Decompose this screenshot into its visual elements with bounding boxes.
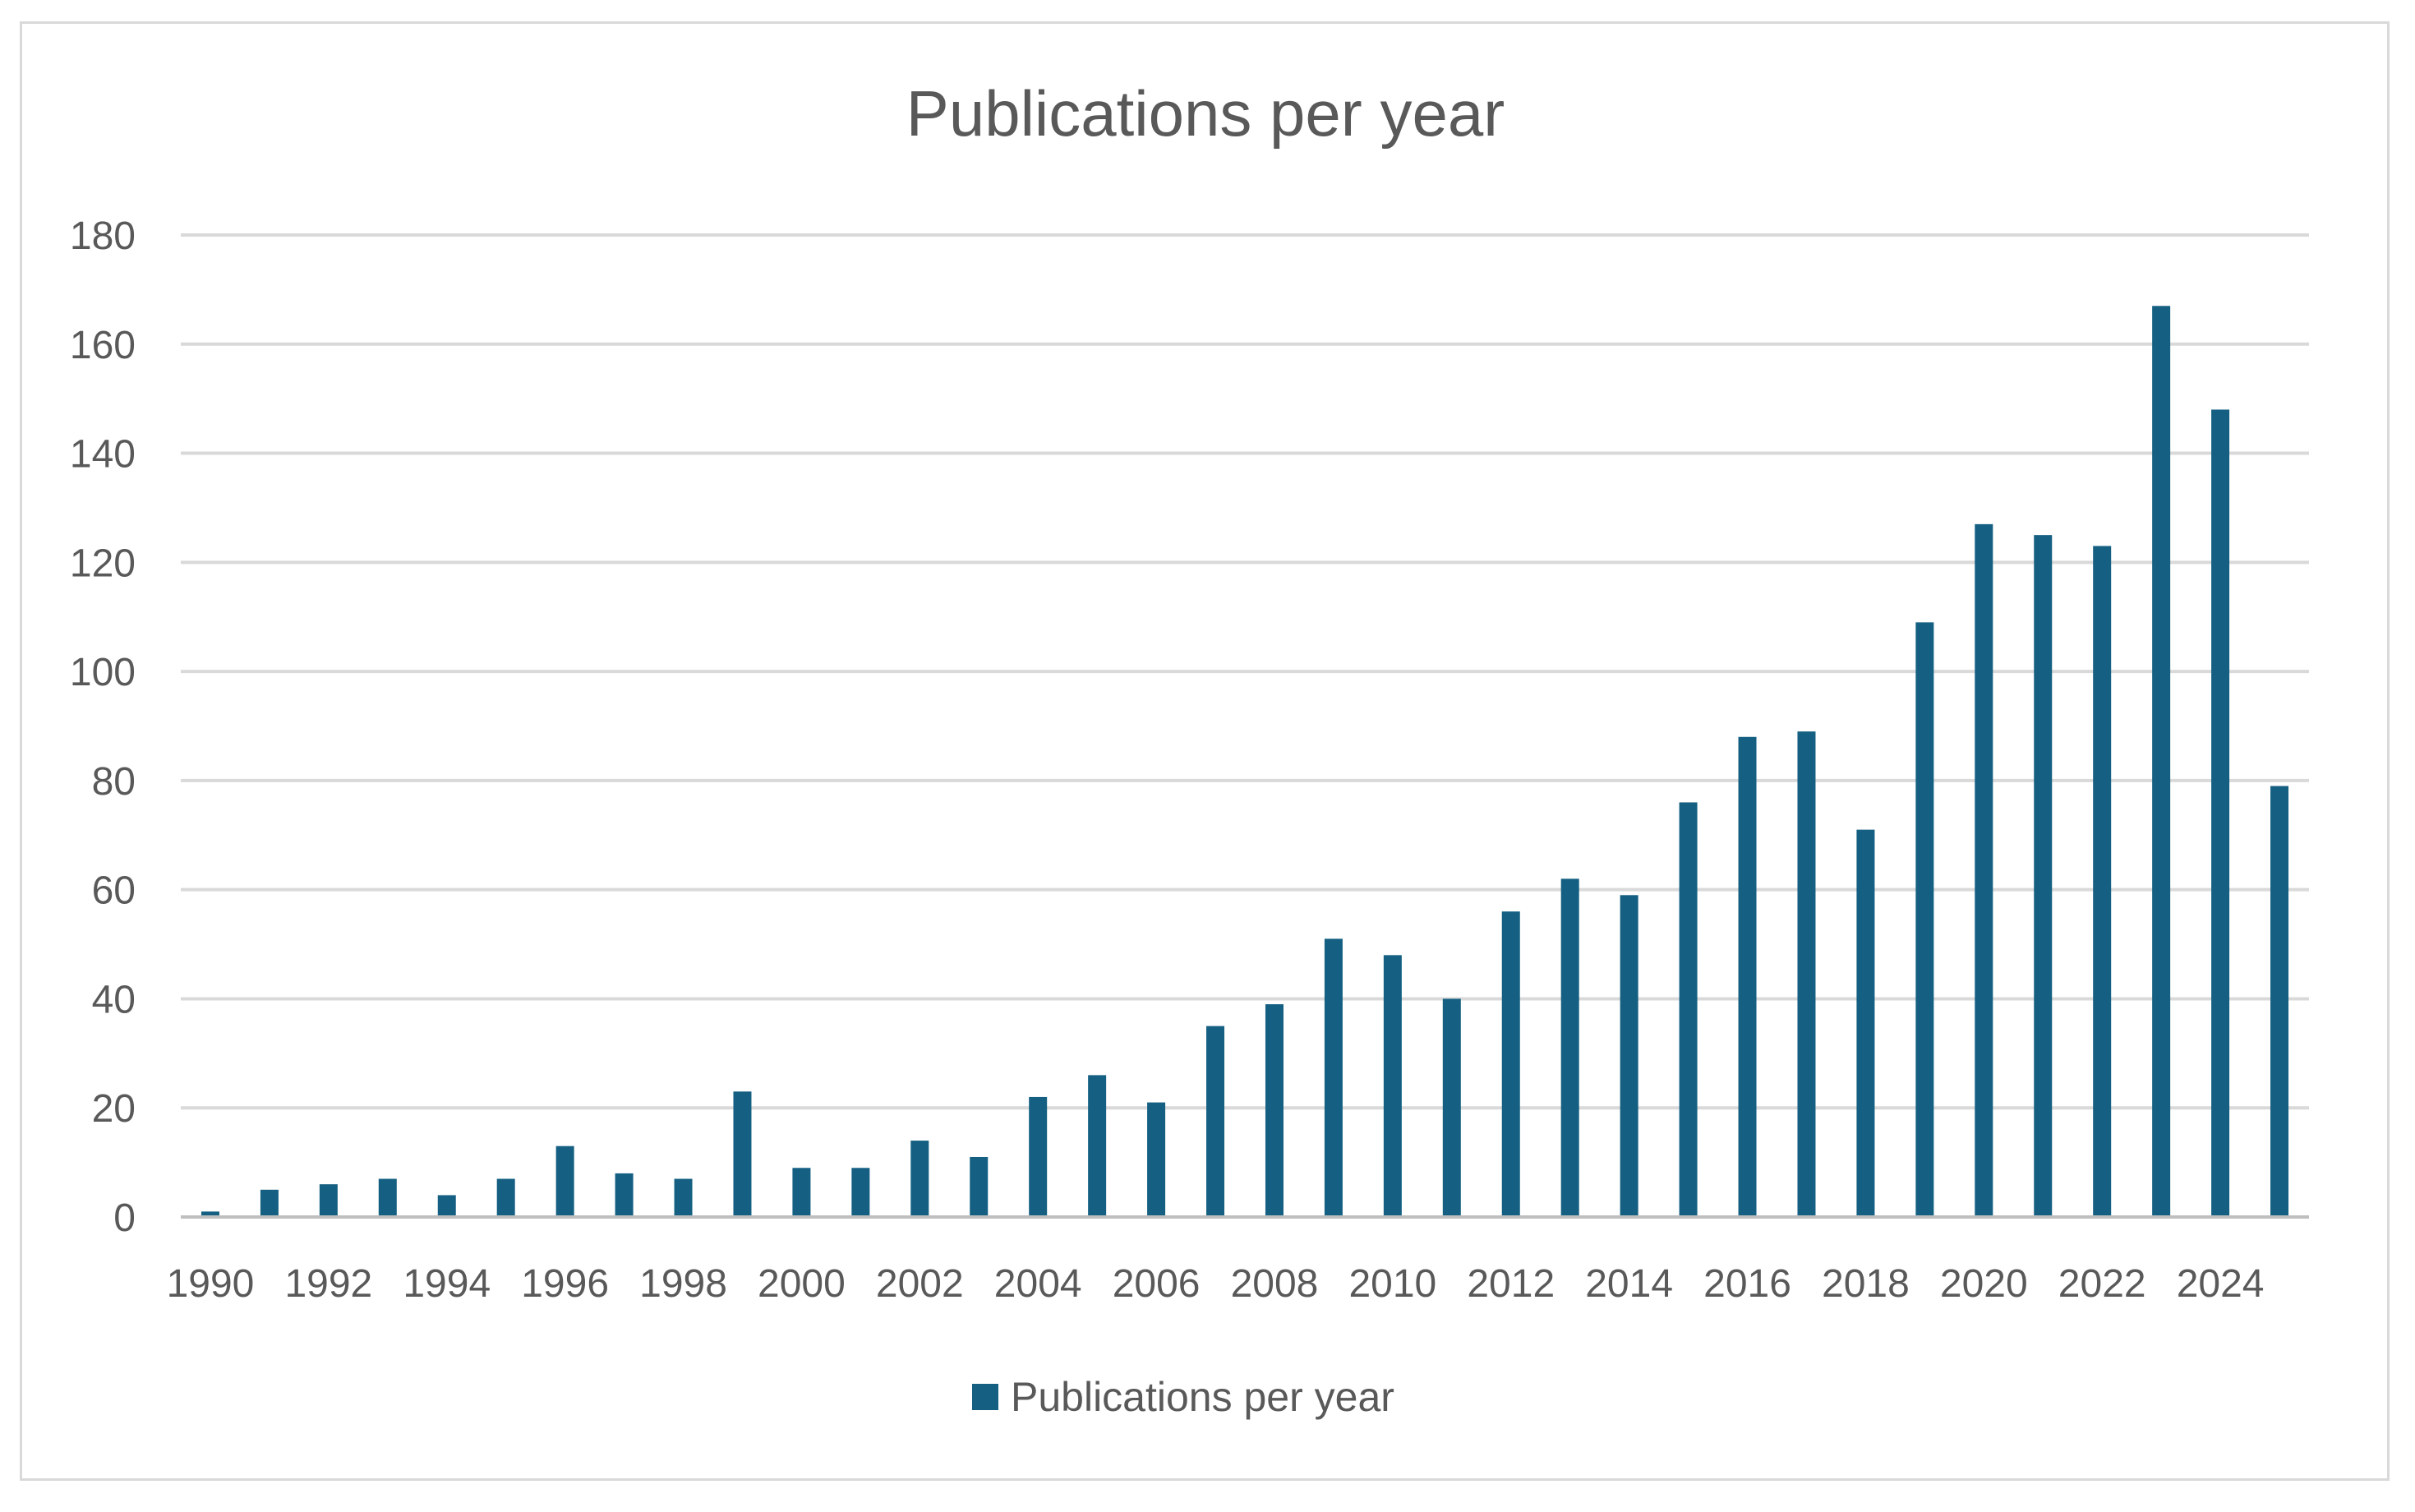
bar-2018: [1856, 829, 1875, 1217]
x-tick-label-1994: 1994: [403, 1262, 491, 1306]
x-tick-label-2008: 2008: [1231, 1262, 1319, 1306]
y-tick-label-80: 80: [92, 760, 136, 804]
bar-2011: [1442, 998, 1461, 1217]
bar-1998: [674, 1178, 693, 1217]
x-tick-label-2014: 2014: [1585, 1262, 1673, 1306]
bar-2017: [1797, 731, 1816, 1217]
x-tick-label-2020: 2020: [1940, 1262, 2028, 1306]
bar-2007: [1206, 1026, 1225, 1217]
y-axis-ticks: 0 20 40 60 80 100 120 140 160 180: [70, 214, 136, 1240]
legend-label: Publications per year: [1011, 1374, 1394, 1420]
bar-2005: [1088, 1075, 1107, 1217]
bar-1991: [260, 1189, 279, 1217]
bar-2008: [1265, 1004, 1284, 1217]
y-tick-label-20: 20: [92, 1087, 136, 1131]
y-tick-label-60: 60: [92, 869, 136, 913]
bar-2016: [1738, 736, 1757, 1217]
chart-frame: [20, 21, 2390, 1481]
bar-2012: [1501, 911, 1520, 1217]
y-tick-label-0: 0: [113, 1196, 136, 1240]
bar-2004: [1029, 1096, 1048, 1217]
bar-2003: [970, 1156, 989, 1217]
bar-2014: [1620, 895, 1638, 1217]
x-tick-label-2024: 2024: [2177, 1262, 2265, 1306]
y-tick-label-140: 140: [70, 433, 136, 477]
bar-2024: [2211, 409, 2230, 1217]
x-tick-label-2016: 2016: [1703, 1262, 1791, 1306]
x-tick-label-2004: 2004: [994, 1262, 1082, 1306]
bar-1990: [200, 1211, 219, 1217]
y-tick-label-40: 40: [92, 978, 136, 1021]
bar-2019: [1915, 622, 1934, 1217]
bar-1992: [319, 1184, 338, 1217]
y-tick-label-100: 100: [70, 651, 136, 694]
bar-1999: [733, 1091, 752, 1217]
bar-2013: [1560, 878, 1579, 1217]
x-tick-label-2010: 2010: [1348, 1262, 1436, 1306]
bar-2020: [1975, 523, 1993, 1217]
bar-2021: [2034, 535, 2053, 1217]
x-tick-label-1996: 1996: [521, 1262, 609, 1306]
gridlines: [181, 233, 2309, 1110]
bar-2010: [1383, 955, 1402, 1217]
x-tick-label-2002: 2002: [876, 1262, 964, 1306]
bar-1994: [437, 1195, 456, 1217]
y-tick-label-180: 180: [70, 214, 136, 258]
bar-2001: [851, 1168, 870, 1217]
x-tick-label-1990: 1990: [167, 1262, 255, 1306]
bar-2015: [1679, 802, 1698, 1217]
x-tick-label-2012: 2012: [1467, 1262, 1555, 1306]
bar-1996: [555, 1146, 574, 1217]
legend[interactable]: Publications per year: [972, 1374, 1394, 1420]
bar-2000: [792, 1168, 811, 1217]
bars: [200, 306, 2289, 1217]
x-tick-label-2000: 2000: [758, 1262, 846, 1306]
x-tick-label-2022: 2022: [2058, 1262, 2146, 1306]
x-tick-label-2006: 2006: [1113, 1262, 1201, 1306]
bar-2023: [2152, 306, 2171, 1217]
x-tick-label-1998: 1998: [639, 1262, 727, 1306]
bar-2025: [2270, 786, 2289, 1217]
legend-swatch: [972, 1384, 998, 1410]
bar-2022: [2093, 546, 2112, 1217]
bar-1993: [378, 1178, 397, 1217]
x-axis-ticks: 1990 1992 1994 1996 1998 2000 2002 2004 2006 2008…: [167, 1262, 2265, 1306]
y-tick-label-160: 160: [70, 324, 136, 367]
bar-2002: [910, 1141, 929, 1217]
bar-1995: [496, 1178, 515, 1217]
bar-2006: [1147, 1102, 1166, 1217]
x-tick-label-1992: 1992: [284, 1262, 372, 1306]
bar-2009: [1324, 938, 1343, 1217]
chart-title: Publications per year: [906, 77, 1505, 150]
x-tick-label-2018: 2018: [1822, 1262, 1910, 1306]
bar-1997: [615, 1173, 634, 1217]
y-tick-label-120: 120: [70, 542, 136, 585]
